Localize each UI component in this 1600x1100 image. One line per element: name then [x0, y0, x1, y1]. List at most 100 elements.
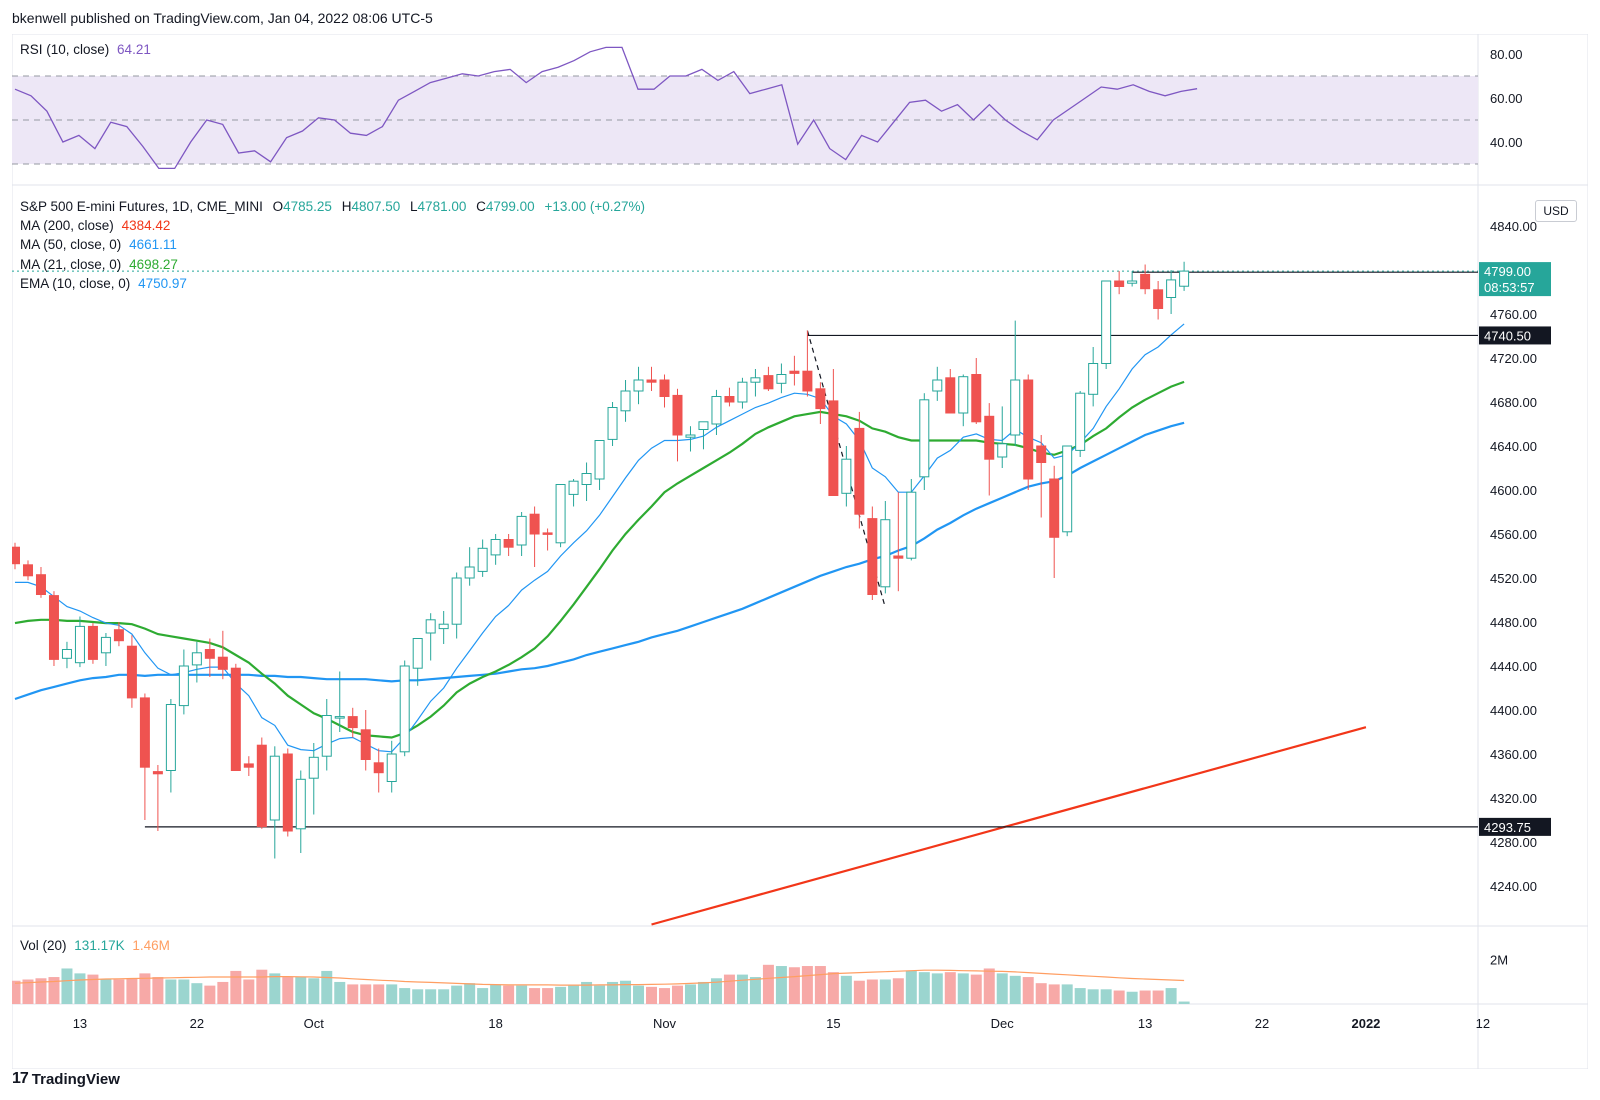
candle-body: [1127, 280, 1138, 284]
ema10-value: 4750.97: [138, 276, 187, 291]
volume-bar: [814, 966, 826, 1004]
volume-bar: [1022, 977, 1034, 1004]
ma21-legend[interactable]: MA (21, close, 0) 4698.27: [20, 257, 178, 272]
candle: [984, 403, 995, 496]
candle: [490, 534, 501, 565]
candle-body: [685, 434, 696, 438]
candle: [464, 547, 475, 586]
candle: [1049, 465, 1060, 578]
candle: [178, 649, 189, 715]
volume-bar: [1087, 989, 1099, 1004]
candle-body: [165, 704, 176, 771]
volume-bar: [386, 984, 398, 1004]
volume-bar: [295, 977, 307, 1004]
ohlc-high: H4807.50: [341, 199, 401, 214]
volume-bar: [1048, 984, 1060, 1004]
volume-bar: [321, 970, 333, 1004]
time-axis-label: 13: [1138, 1016, 1152, 1031]
volume-bar: [581, 981, 593, 1004]
symbol-legend[interactable]: S&P 500 E-mini Futures, 1D, CME_MINI O47…: [20, 199, 645, 214]
vol-legend[interactable]: Vol (20) 131.17K 1.46M: [20, 938, 170, 953]
candle: [1153, 281, 1164, 320]
candle-body: [516, 515, 527, 546]
volume-bar: [74, 973, 86, 1004]
chart-frame: 40.00 60.00 80.00 4240.00 4280.00 4320.00 4360…: [9, 33, 1589, 1070]
time-axis-label: 22: [1255, 1016, 1269, 1031]
ma21-label: MA (21, close, 0): [20, 257, 122, 272]
candle-body: [477, 547, 488, 572]
candle-body: [35, 574, 46, 596]
volume-bar: [607, 981, 619, 1004]
ma50-label: MA (50, close, 0): [20, 237, 122, 252]
candle-body: [191, 652, 202, 666]
ma50-legend[interactable]: MA (50, close, 0) 4661.11: [20, 237, 177, 252]
candle-body: [958, 376, 969, 414]
volume-bar: [217, 981, 229, 1004]
price-tick-label: 4440.00: [1490, 659, 1537, 674]
volume-bar: [22, 979, 34, 1004]
candle: [243, 756, 254, 776]
candle: [620, 380, 631, 422]
candle-body: [555, 484, 566, 544]
candle-body: [321, 715, 332, 757]
price-tick-label: 4320.00: [1490, 791, 1537, 806]
candle: [1036, 435, 1047, 518]
candle: [841, 446, 852, 507]
candle: [425, 613, 436, 661]
volume-bar: [165, 979, 177, 1004]
candle: [269, 746, 280, 859]
candle: [555, 484, 566, 548]
candle: [711, 389, 722, 435]
candle: [529, 506, 540, 567]
candle: [646, 366, 657, 391]
candle-body: [1049, 478, 1060, 538]
candle-body: [529, 513, 540, 535]
candle-body: [139, 697, 150, 768]
volume-bar: [503, 985, 515, 1004]
hline-tag-4293: 4293.75: [1484, 820, 1531, 835]
volume-bar: [9, 980, 21, 1004]
ema10-legend[interactable]: EMA (10, close, 0) 4750.97: [20, 276, 187, 291]
candle-body: [1166, 279, 1177, 298]
last-price-tag-countdown: 08:53:57: [1484, 280, 1535, 295]
candle-body: [672, 394, 683, 436]
time-axis-label: 2022: [1351, 1016, 1380, 1031]
candle: [386, 740, 397, 793]
tradingview-brand[interactable]: 17 TradingView: [12, 1070, 120, 1088]
rsi-legend[interactable]: RSI (10, close) 64.21: [20, 42, 151, 57]
candle: [724, 387, 735, 407]
candle: [451, 572, 462, 639]
vol-legend-value: 131.17K: [74, 938, 125, 953]
candle: [1140, 264, 1151, 295]
candle-body: [1114, 280, 1125, 287]
rsi-line: [14, 46, 1198, 170]
candle: [61, 641, 72, 669]
ma200-line: [651, 726, 1367, 926]
volume-bar: [425, 989, 437, 1004]
volume-bar: [1178, 1001, 1190, 1004]
volume-bar: [594, 985, 606, 1004]
candle-body: [74, 625, 85, 664]
candle: [828, 369, 839, 496]
tradingview-logo-icon: 17: [12, 1070, 29, 1087]
candle-body: [1010, 379, 1021, 436]
candle-body: [1062, 445, 1073, 533]
candle: [854, 411, 865, 529]
ohlc-low: L4781.00: [410, 199, 467, 214]
chart-svg[interactable]: 40.00 60.00 80.00 4240.00 4280.00 4320.00 4360…: [9, 33, 1589, 1070]
candle: [152, 765, 163, 831]
candle-body: [256, 744, 267, 828]
candle-body: [399, 665, 410, 753]
candle: [503, 534, 514, 556]
time-axis-label: 12: [1476, 1016, 1490, 1031]
ohlc-open: O4785.25: [272, 199, 332, 214]
volume-bar: [970, 974, 982, 1004]
candle: [191, 641, 202, 683]
rsi-tick-label: 40.00: [1490, 135, 1523, 150]
ma200-legend[interactable]: MA (200, close) 4384.42: [20, 218, 170, 233]
rsi-tick-label: 60.00: [1490, 91, 1523, 106]
volume-bar: [659, 988, 670, 1004]
currency-button[interactable]: USD: [1535, 200, 1577, 222]
time-axis-label: Dec: [991, 1016, 1015, 1031]
volume-bar: [178, 979, 190, 1004]
